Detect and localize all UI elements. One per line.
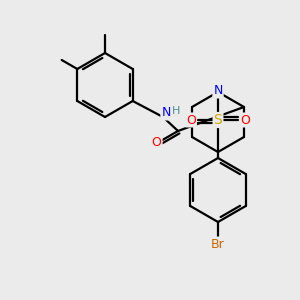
Text: O: O	[152, 136, 162, 148]
Text: N: N	[213, 85, 223, 98]
Text: S: S	[214, 113, 222, 127]
Text: H: H	[172, 106, 180, 116]
Text: N: N	[161, 106, 171, 119]
Text: O: O	[186, 113, 196, 127]
Text: O: O	[240, 113, 250, 127]
Text: Br: Br	[211, 238, 225, 250]
